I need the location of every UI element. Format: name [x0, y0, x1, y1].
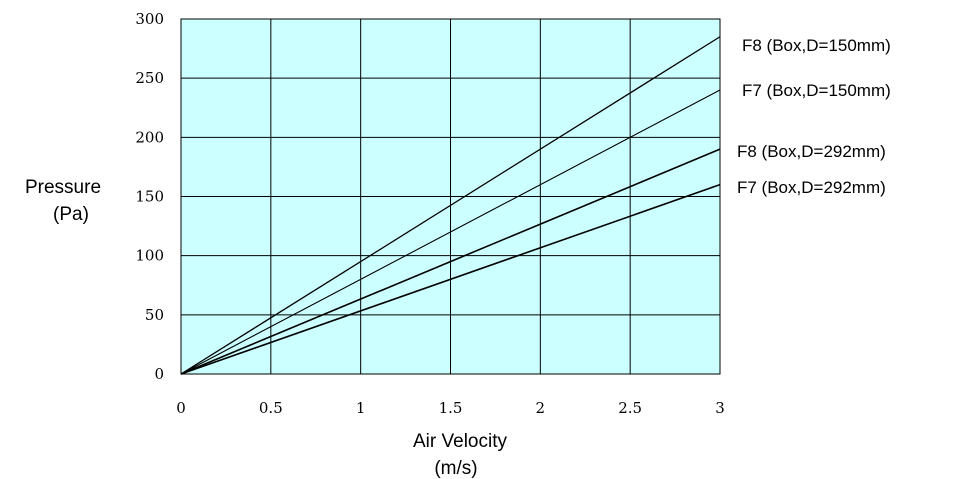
- x-tick-labels: 0 0.5 1 1.5 2 2.5 3: [176, 399, 725, 417]
- x-tick-label: 0: [176, 399, 186, 417]
- x-tick-label: 2: [536, 399, 546, 417]
- series-label: F7 (Box,D=292mm): [737, 178, 886, 197]
- x-tick-label: 3: [715, 399, 725, 417]
- y-tick-label: 300: [135, 10, 164, 28]
- x-axis-label: Air Velocity: [413, 431, 507, 452]
- y-axis-label: Pressure: [25, 177, 101, 198]
- series-line: [180, 89, 721, 375]
- series-line: [180, 36, 721, 375]
- y-tick-label: 150: [135, 188, 164, 206]
- series-line: [180, 183, 721, 375]
- series-label: F7 (Box,D=150mm): [742, 81, 891, 100]
- x-tick-label: 1.5: [439, 399, 463, 417]
- series-lines: [180, 36, 721, 375]
- y-tick-labels: 0 50 100 150 200 250 300: [135, 10, 164, 383]
- x-tick-label: 0.5: [259, 399, 283, 417]
- series-label: F8 (Box,D=150mm): [742, 36, 891, 55]
- series-labels: F8 (Box,D=150mm) F7 (Box,D=150mm) F8 (Box,…: [737, 36, 891, 197]
- y-tick-label: 250: [135, 69, 164, 87]
- y-tick-label: 200: [135, 128, 164, 146]
- y-tick-label: 0: [154, 365, 164, 383]
- y-tick-label: 100: [135, 247, 164, 265]
- grid-lines: [181, 19, 720, 374]
- x-tick-label: 1: [356, 399, 366, 417]
- x-axis-unit: (m/s): [434, 458, 477, 479]
- x-tick-label: 2.5: [618, 399, 642, 417]
- series-label: F8 (Box,D=292mm): [737, 142, 886, 161]
- y-axis-unit: (Pa): [53, 204, 89, 225]
- y-tick-label: 50: [145, 306, 164, 324]
- series-line: [180, 148, 721, 375]
